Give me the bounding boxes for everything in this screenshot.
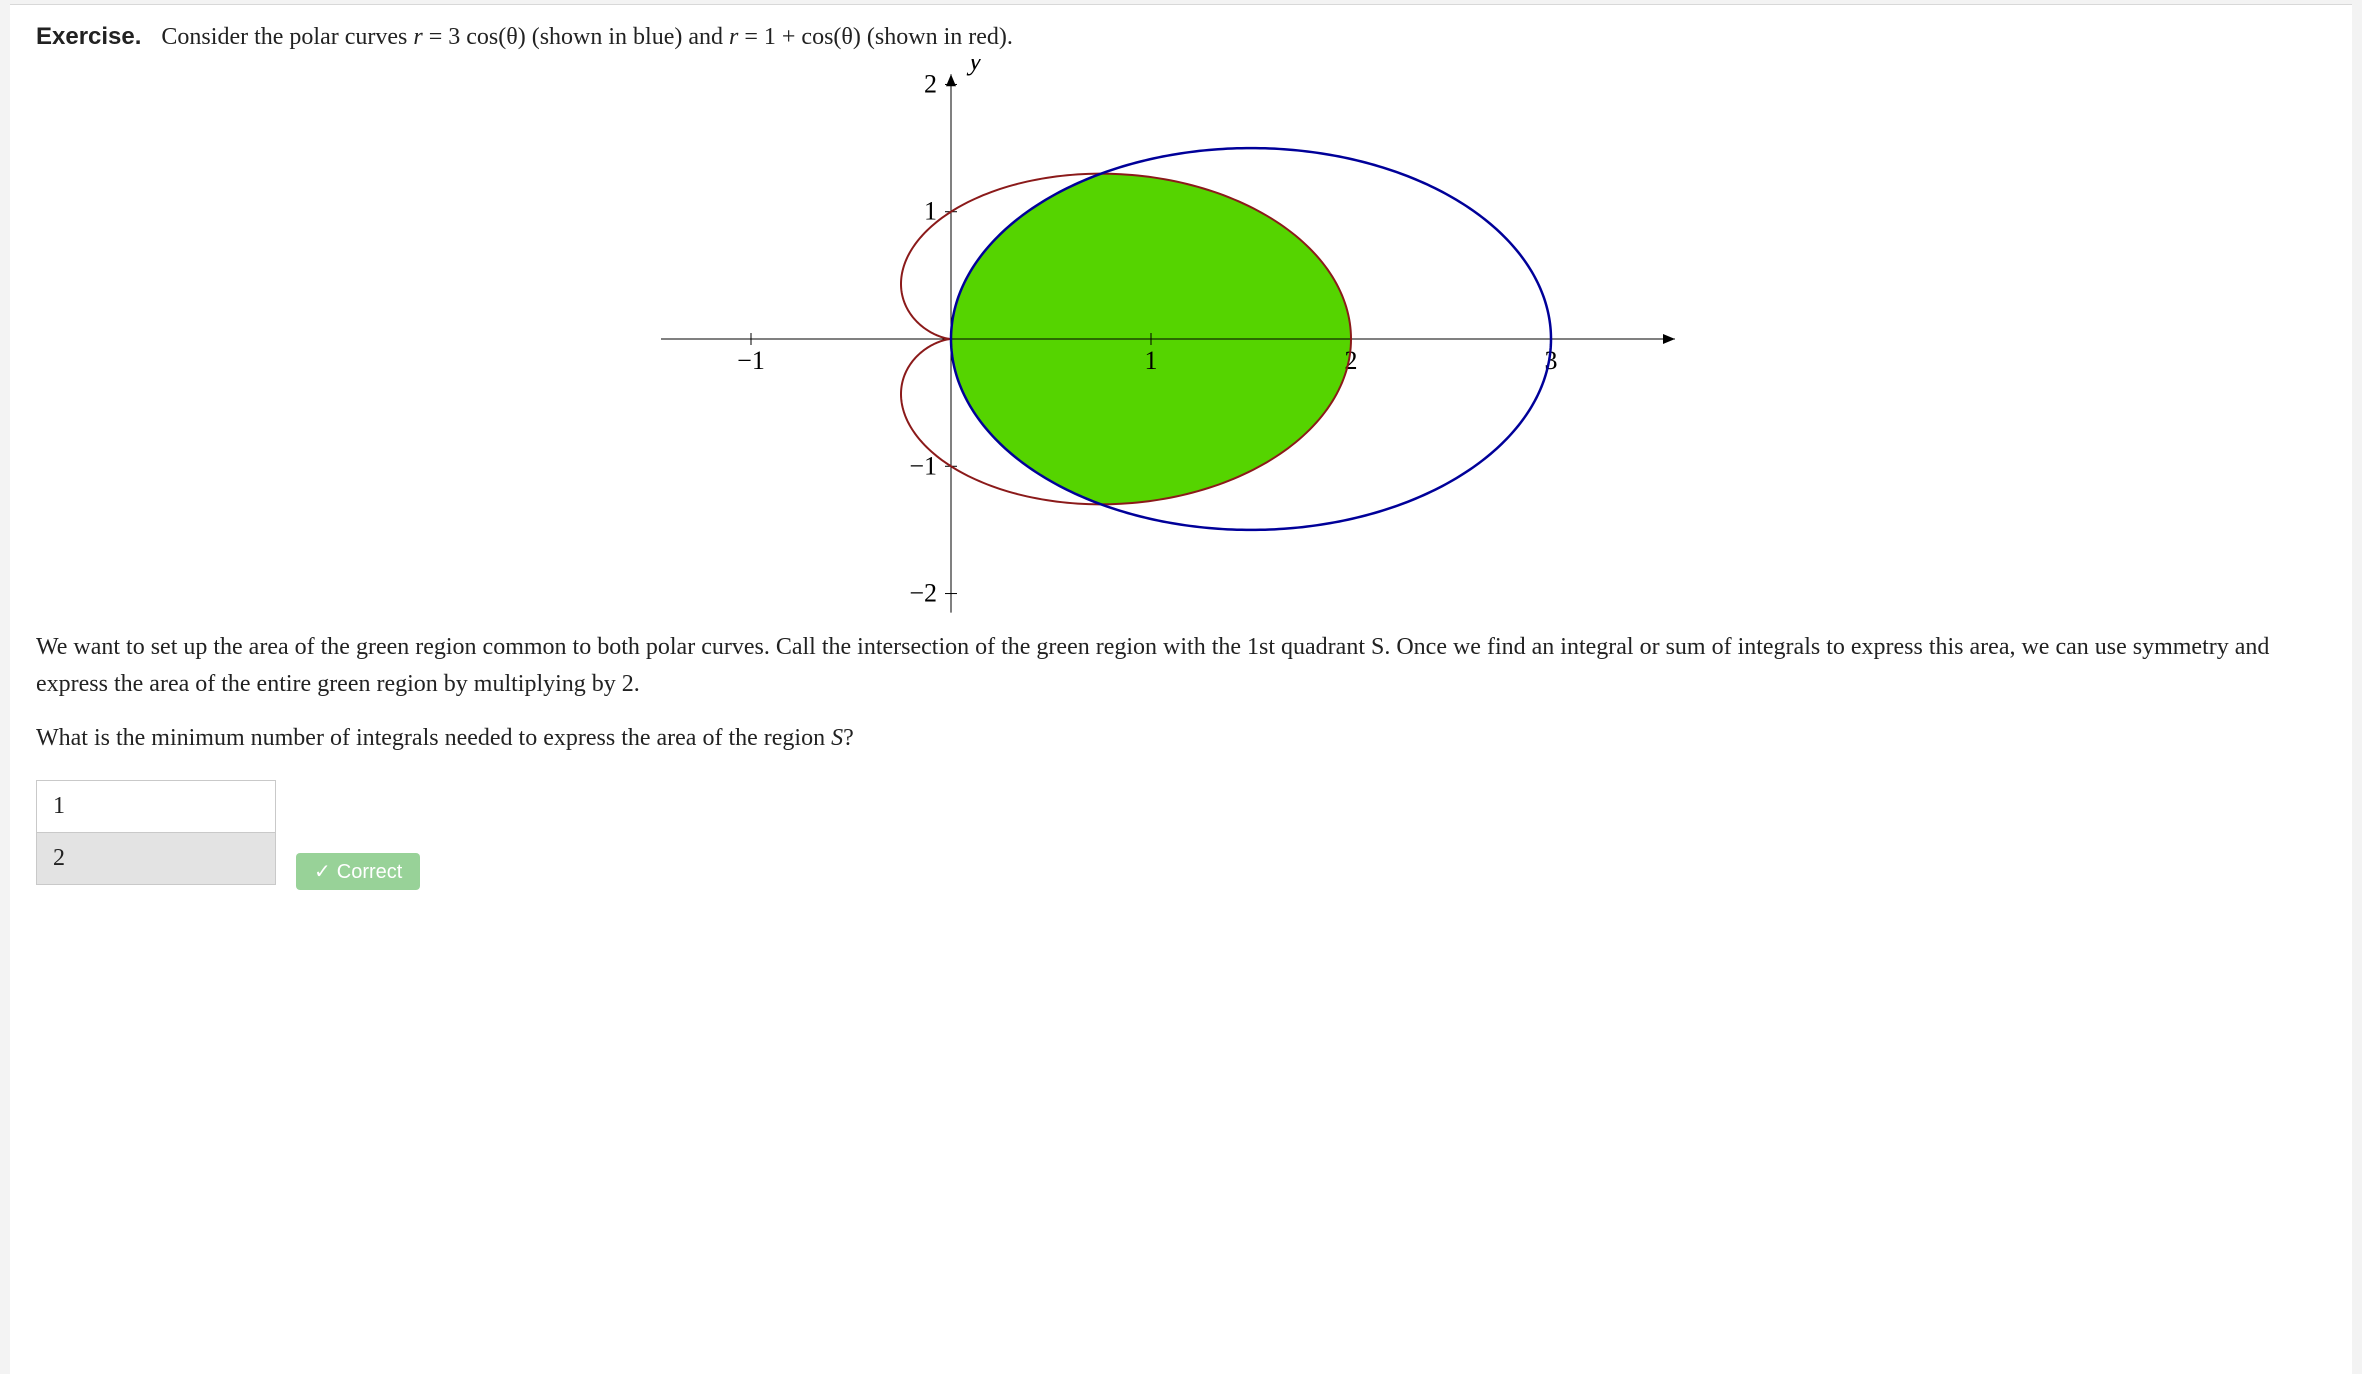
svg-text:−1: −1 [909,451,937,480]
exercise-label: Exercise. [36,23,141,50]
answer-option-1[interactable]: 1 [37,781,275,833]
explanation-text: We want to set up the area of the green … [36,634,2269,697]
check-icon: ✓ [314,861,331,883]
exercise-text-3: (shown in red). [861,24,1013,50]
polar-chart: −1123−2−112xy [651,59,1711,619]
correct-badge: ✓ Correct [296,853,420,890]
exercise-prompt: Exercise. Consider the polar curves r = … [36,19,2326,55]
exercise-text-1: Consider the polar curves [161,24,413,50]
svg-text:2: 2 [924,69,937,98]
question-before: What is the minimum number of integrals … [36,725,831,751]
svg-text:1: 1 [1145,346,1158,375]
svg-text:y: y [966,59,982,76]
answer-option-2[interactable]: 2 [37,833,275,884]
chart-container: −1123−2−112xy [36,59,2326,619]
eq2-rhs: = 1 + cos(θ) [738,24,861,50]
eq1-rhs: = 3 cos(θ) [423,24,526,50]
correct-label: Correct [337,861,403,883]
eq2-lhs: r [729,24,738,50]
exercise-page: Exercise. Consider the polar curves r = … [10,4,2352,1374]
question-var: S [831,725,843,751]
answer-options: 12 [36,780,276,885]
question-text: What is the minimum number of integrals … [36,725,2326,752]
exercise-text-2: (shown in blue) and [526,24,729,50]
explanation-paragraph: We want to set up the area of the green … [36,629,2326,703]
svg-text:−1: −1 [737,346,765,375]
svg-text:1: 1 [924,197,937,226]
eq1-lhs: r [413,24,422,50]
svg-text:−2: −2 [909,579,937,608]
question-after: ? [843,725,854,751]
